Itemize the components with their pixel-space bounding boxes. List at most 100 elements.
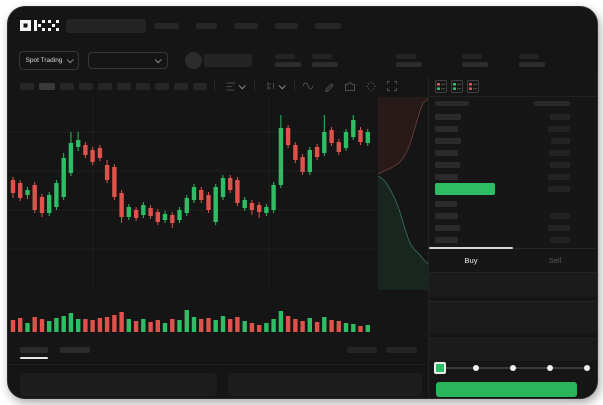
nav-menu <box>154 23 341 29</box>
timeframe-button[interactable] <box>39 82 55 90</box>
ask-row[interactable] <box>435 123 570 135</box>
okx-logo-icon <box>20 20 59 31</box>
ask-row[interactable] <box>435 111 570 123</box>
sub-navbar: Spot Trading <box>8 45 597 76</box>
tab-buy[interactable]: Buy <box>464 255 478 265</box>
chevron-down-icon <box>238 81 246 89</box>
slider-stop[interactable] <box>584 365 590 371</box>
market-type-selector[interactable]: Spot Trading <box>19 51 79 70</box>
ask-row[interactable] <box>435 171 570 183</box>
volume-pane <box>8 294 428 334</box>
chart-area[interactable] <box>8 96 429 292</box>
bid-row[interactable] <box>435 198 570 210</box>
stat-block <box>519 54 545 67</box>
divider <box>254 81 255 91</box>
timeframe-button[interactable] <box>155 82 169 90</box>
display-dropdown[interactable] <box>265 80 286 92</box>
orderbook-view-bids-icon[interactable] <box>451 80 463 93</box>
main-area: Buy Sell <box>8 76 597 398</box>
timeframe-button[interactable] <box>136 82 150 90</box>
bid-row[interactable] <box>435 210 570 222</box>
bid-row[interactable] <box>435 234 570 246</box>
divider <box>214 81 215 91</box>
order-form <box>429 272 597 365</box>
order-form-field[interactable] <box>429 272 597 297</box>
buy-button[interactable] <box>436 382 577 397</box>
last-price-row[interactable] <box>435 182 570 195</box>
slider-stop[interactable] <box>473 365 479 371</box>
timeframe-button[interactable] <box>60 82 74 90</box>
timeframe-button[interactable] <box>117 82 131 90</box>
last-price-amount <box>548 185 570 192</box>
settings-icon[interactable] <box>365 80 377 93</box>
timeframe-button[interactable] <box>174 82 188 90</box>
nav-item[interactable] <box>275 23 298 29</box>
indicator-dropdown[interactable] <box>225 80 246 92</box>
timeframe-button[interactable] <box>20 82 34 90</box>
orderbook-view-asks-icon[interactable] <box>467 80 479 93</box>
ask-row[interactable] <box>435 147 570 159</box>
drawing-tools <box>302 80 398 93</box>
chart-footer <box>20 342 417 359</box>
tab-sell[interactable]: Sell <box>548 255 562 265</box>
bid-row[interactable] <box>435 222 570 234</box>
footer-tab[interactable] <box>20 347 48 359</box>
timeframe-button[interactable] <box>79 82 93 90</box>
ask-rows <box>435 111 570 183</box>
chart-toolbar <box>8 76 428 96</box>
depth-strip <box>377 97 429 290</box>
timeframe-button[interactable] <box>193 82 207 90</box>
footer-button[interactable] <box>347 347 377 353</box>
camera-icon[interactable] <box>344 80 356 93</box>
slider-handle[interactable] <box>434 362 446 374</box>
chevron-down-icon <box>67 56 75 64</box>
stat-block <box>275 54 301 67</box>
orderbook-view-switcher <box>435 80 479 93</box>
orderbook-header <box>435 101 570 106</box>
pair-name-placeholder <box>204 54 252 67</box>
bottom-panels <box>8 373 428 397</box>
ask-row[interactable] <box>435 159 570 171</box>
divider <box>429 96 597 97</box>
expand-icon[interactable] <box>386 80 398 93</box>
bottom-panel <box>228 373 422 396</box>
nav-item[interactable] <box>315 23 341 29</box>
trade-tabs: Buy Sell <box>429 250 597 270</box>
order-form-field[interactable] <box>429 338 597 361</box>
pair-dropdown[interactable] <box>88 52 168 69</box>
orderbook-trade-panel: Buy Sell <box>428 76 597 398</box>
active-tab-indicator <box>429 247 513 249</box>
orderbook-column-header <box>435 101 469 106</box>
footer-button[interactable] <box>386 347 417 353</box>
last-price-bar[interactable] <box>435 182 495 195</box>
slider-stop[interactable] <box>510 365 516 371</box>
brush-icon[interactable] <box>323 80 335 93</box>
search-input[interactable] <box>66 19 146 33</box>
nav-item[interactable] <box>154 23 179 29</box>
footer-tab[interactable] <box>60 347 90 353</box>
depth-chart <box>377 97 429 290</box>
ask-row[interactable] <box>435 135 570 147</box>
orderbook-view-combined-icon[interactable] <box>435 80 447 93</box>
chart-column <box>8 76 429 398</box>
wave-icon[interactable] <box>302 80 314 93</box>
chart-footer-buttons <box>347 347 417 353</box>
candlestick-chart <box>8 96 376 289</box>
chevron-down-icon <box>154 56 162 64</box>
nav-item[interactable] <box>234 23 258 29</box>
stat-block <box>312 54 338 67</box>
divider <box>429 248 597 249</box>
market-type-label: Spot Trading <box>25 57 63 64</box>
divider <box>294 81 295 91</box>
amount-slider[interactable] <box>429 360 597 376</box>
token-avatar <box>185 52 202 69</box>
stat-block <box>462 54 488 67</box>
divider <box>8 364 428 365</box>
order-form-field[interactable] <box>429 301 597 334</box>
timeframe-bar <box>20 82 207 90</box>
timeframe-button[interactable] <box>98 82 112 90</box>
nav-item[interactable] <box>196 23 217 29</box>
slider-stop[interactable] <box>547 365 553 371</box>
app-window: Spot Trading <box>7 6 598 399</box>
